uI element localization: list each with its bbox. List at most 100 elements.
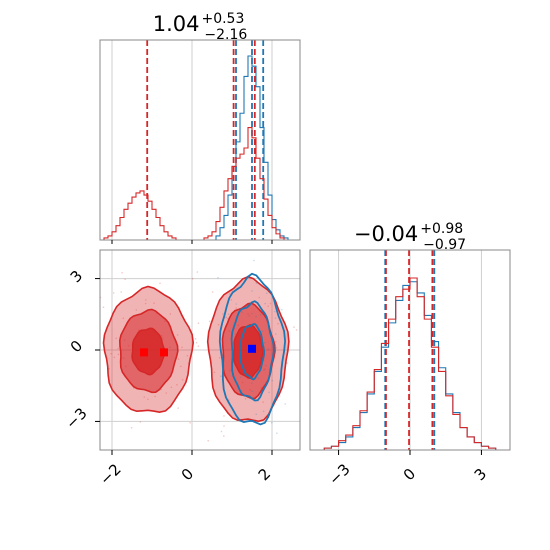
joint-sample-point [169, 313, 172, 315]
joint-sample-point [147, 398, 149, 401]
joint-sample-point [170, 386, 173, 389]
joint-sample-point [95, 346, 97, 348]
joint-sample-point [229, 369, 231, 372]
marginal-y-histogram-series [323, 277, 497, 450]
joint-sample-point [275, 333, 277, 335]
marginal-y-title-sup: +0.98 [420, 221, 463, 237]
joint-sample-point [255, 315, 257, 318]
joint-sample-point [213, 371, 216, 374]
joint-sample-point [260, 357, 262, 359]
joint-sample-point [275, 347, 278, 349]
joint-sample-point [223, 425, 225, 427]
joint-sample-point [276, 432, 278, 435]
joint-sample-point [130, 427, 133, 429]
joint-sample-point [159, 282, 161, 285]
joint-sample-point [218, 357, 221, 359]
joint-contour-level [131, 327, 166, 376]
joint-contour-level [218, 272, 287, 426]
joint-sample-point [284, 403, 287, 405]
joint-sample-point [263, 369, 265, 372]
joint-sample-point [102, 306, 105, 309]
marginal-x-title-sub: −2.16 [204, 27, 247, 43]
joint-sample-point [222, 313, 224, 315]
joint-sample-point [285, 232, 287, 234]
joint-sample-point [245, 350, 247, 353]
joint-sample-point [120, 291, 122, 293]
joint-sample-point [251, 312, 253, 315]
joint-sample-point [225, 316, 227, 319]
joint-sample-point [257, 377, 260, 379]
joint-sample-point [293, 326, 295, 328]
joint-sample-point [226, 317, 229, 320]
joint-sample-point [91, 369, 93, 371]
joint-xtick-label: −2 [96, 460, 124, 488]
joint-sample-point [259, 314, 262, 316]
joint-sample-point [144, 302, 147, 305]
joint-sample-point [281, 308, 283, 311]
joint-contour-panel [91, 232, 330, 462]
joint-sample-point [235, 307, 238, 309]
marginal-y-title-sub: −0.97 [423, 237, 466, 253]
joint-sample-point [220, 430, 223, 433]
joint-sample-point [253, 259, 255, 262]
joint-sample-point [181, 346, 183, 349]
joint-sample-point [186, 354, 189, 357]
joint-sample-point [110, 352, 112, 355]
joint-sample-point [223, 415, 225, 417]
joint-sample-point [246, 366, 248, 369]
joint-sample-point [197, 322, 200, 325]
joint-sample-point [113, 356, 116, 359]
joint-sample-point [246, 361, 248, 364]
joint-sample-point [251, 290, 253, 292]
joint-sample-point [211, 291, 214, 293]
joint-sample-point [217, 276, 219, 279]
joint-sample-point [108, 367, 110, 370]
marginal-x-title: 1.04 +0.53 −2.16 [153, 11, 248, 43]
joint-sample-point [262, 401, 264, 403]
joint-sample-point [220, 375, 222, 378]
joint-sample-point [274, 310, 276, 313]
joint-sample-point [328, 350, 330, 352]
joint-sample-point [177, 407, 179, 409]
marginal-y-xtick-label: 0 [400, 465, 419, 484]
joint-sample-point [117, 353, 120, 356]
marginal-x-title-sup: +0.53 [201, 11, 244, 27]
joint-sample-point [234, 333, 237, 335]
joint-sample-point [277, 322, 279, 325]
joint-sample-point [176, 383, 178, 386]
joint-sample-point [255, 413, 257, 416]
joint-sample-point [251, 354, 253, 356]
joint-sample-point [271, 421, 273, 424]
joint-sample-point [295, 329, 298, 331]
marginal-y-plot-area [323, 250, 497, 450]
joint-sample-point [180, 365, 182, 368]
joint-xtick-label: 2 [255, 465, 274, 484]
joint-sample-point [165, 392, 167, 394]
joint-mean-marker [160, 348, 168, 357]
joint-sample-point [195, 341, 198, 344]
joint-sample-point [263, 341, 266, 344]
joint-sample-point [207, 439, 209, 442]
joint-sample-point [145, 299, 147, 301]
joint-sample-point [208, 320, 211, 323]
joint-sample-point [244, 398, 247, 400]
marginal-y-title: −0.04 +0.98 −0.97 [354, 221, 466, 253]
joint-sample-point [153, 302, 155, 305]
joint-sample-point [262, 410, 265, 413]
joint-sample-point [267, 305, 270, 308]
joint-sample-point [261, 330, 264, 333]
joint-sample-point [189, 422, 191, 424]
marginal-x-title-main: 1.04 [153, 12, 200, 36]
joint-sample-point [251, 390, 254, 393]
marginal-x-panel [99, 39, 301, 244]
joint-sample-point [267, 348, 270, 350]
joint-sample-point [239, 376, 242, 379]
marginal-y-title-main: −0.04 [354, 222, 418, 246]
joint-sample-point [244, 375, 247, 377]
joint-sample-point [117, 347, 119, 350]
joint-sample-point [239, 460, 241, 462]
joint-sample-point [191, 277, 194, 280]
marginal-y-xtick-label: 3 [471, 465, 490, 484]
joint-sample-point [248, 315, 251, 317]
joint-ytick-label: −3 [62, 404, 90, 432]
